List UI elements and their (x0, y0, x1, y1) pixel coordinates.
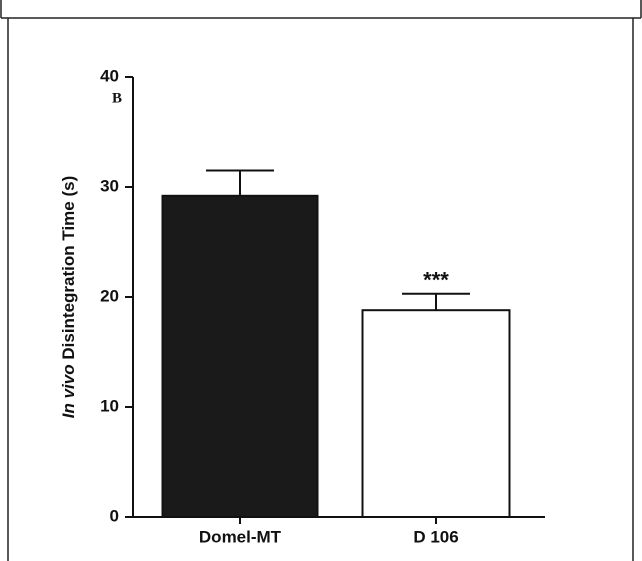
bar (361, 309, 511, 519)
y-axis-label: In vivo Disintegration Time (s) (59, 176, 78, 418)
y-tick-label: 10 (100, 396, 119, 415)
panel-label: B (112, 90, 122, 106)
y-tick-label: 0 (110, 506, 119, 525)
x-tick-label: Domel-MT (199, 527, 282, 546)
y-tick-label: 40 (100, 66, 119, 85)
significance: *** (423, 268, 449, 293)
y-tick-label: 30 (100, 176, 119, 195)
y-label-italic: In vivo (59, 364, 78, 418)
bar (161, 194, 319, 519)
y-tick-label: 20 (100, 286, 119, 305)
x-tick-label: D 106 (413, 527, 458, 546)
y-label: Disintegration Time (s) (59, 176, 78, 360)
